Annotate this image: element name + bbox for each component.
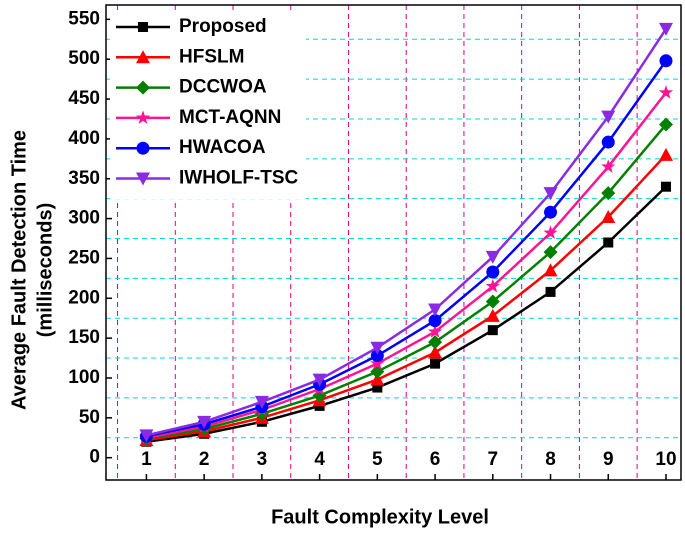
x-tick-label: 9	[603, 449, 614, 470]
legend: Proposed HFSLM DCCWOA MCT-AQNN HWACOA IWHOLF-…	[110, 11, 306, 199]
marker	[658, 147, 673, 161]
marker	[428, 335, 443, 350]
marker	[487, 325, 498, 336]
marker	[197, 415, 212, 429]
marker	[601, 110, 616, 124]
marker	[136, 50, 150, 64]
marker	[601, 159, 616, 173]
y-tick-label: 400	[68, 128, 100, 149]
y-tick-label: 550	[68, 8, 100, 29]
x-tick-label: 4	[314, 449, 325, 470]
marker	[485, 294, 500, 309]
y-tick-label: 100	[68, 367, 100, 388]
marker	[543, 245, 558, 260]
y-axis-label: Average Fault Detection Time	[8, 130, 30, 410]
marker	[370, 341, 385, 355]
marker	[312, 388, 327, 403]
marker	[601, 135, 615, 149]
x-tick-label: 6	[430, 449, 441, 470]
marker	[138, 22, 148, 32]
marker	[370, 356, 385, 370]
y-tick-label: 500	[68, 48, 100, 69]
marker	[370, 372, 385, 386]
legend-label: MCT-AQNN	[179, 107, 281, 128]
marker	[136, 141, 150, 155]
marker	[601, 186, 616, 201]
legend-label: IWHOLF-TSC	[179, 168, 299, 189]
y-tick-label: 450	[68, 88, 100, 109]
marker	[485, 278, 500, 293]
marker	[370, 349, 384, 363]
y-tick-label: 150	[68, 327, 100, 348]
marker	[430, 358, 441, 369]
series-line	[146, 60, 668, 438]
marker	[427, 324, 443, 338]
marker	[485, 308, 500, 322]
y-tick-label: 350	[68, 168, 100, 189]
series-line	[146, 28, 668, 437]
marker	[543, 225, 558, 240]
series-line	[146, 185, 667, 443]
marker	[543, 263, 558, 277]
marker	[658, 85, 674, 99]
marker	[485, 250, 500, 264]
series-line	[146, 153, 667, 442]
x-axis-label: Fault Complexity Level	[271, 506, 489, 528]
marker	[545, 286, 556, 297]
y-tick-label: 300	[68, 208, 100, 229]
legend-label: HFSLM	[179, 46, 244, 67]
marker	[603, 237, 614, 248]
marker	[659, 54, 673, 68]
y-tick-label: 50	[79, 407, 100, 428]
marker	[486, 265, 500, 279]
marker	[544, 205, 558, 219]
legend-label: DCCWOA	[179, 77, 267, 98]
x-tick-label: 10	[655, 449, 676, 470]
x-tick-label: 3	[257, 449, 268, 470]
marker	[312, 373, 327, 387]
y-tick-label: 0	[89, 447, 100, 468]
marker	[658, 22, 673, 36]
marker	[372, 382, 383, 393]
legend-label: Proposed	[179, 16, 267, 37]
x-tick-label: 7	[488, 449, 499, 470]
marker	[254, 395, 269, 409]
series-line	[146, 91, 667, 439]
marker	[139, 429, 154, 443]
legend-box	[110, 11, 306, 199]
marker	[543, 187, 558, 201]
marker	[660, 181, 671, 192]
marker	[601, 209, 616, 223]
plot-frame	[105, 4, 682, 481]
marker	[135, 110, 151, 124]
marker	[428, 303, 443, 317]
y-tick-label: 200	[68, 287, 100, 308]
marker	[658, 117, 673, 132]
y-axis-label: (milliseconds)	[34, 203, 56, 337]
x-tick-label: 5	[372, 449, 383, 470]
marker	[136, 172, 150, 186]
marker	[136, 80, 150, 95]
x-tick-label: 2	[199, 449, 210, 470]
series-line	[146, 123, 667, 440]
marker	[428, 314, 442, 328]
marker	[428, 345, 443, 359]
legend-label: HWACOA	[179, 137, 266, 158]
x-tick-label: 8	[545, 449, 556, 470]
x-tick-label: 1	[141, 449, 152, 470]
y-tick-label: 250	[68, 247, 100, 268]
